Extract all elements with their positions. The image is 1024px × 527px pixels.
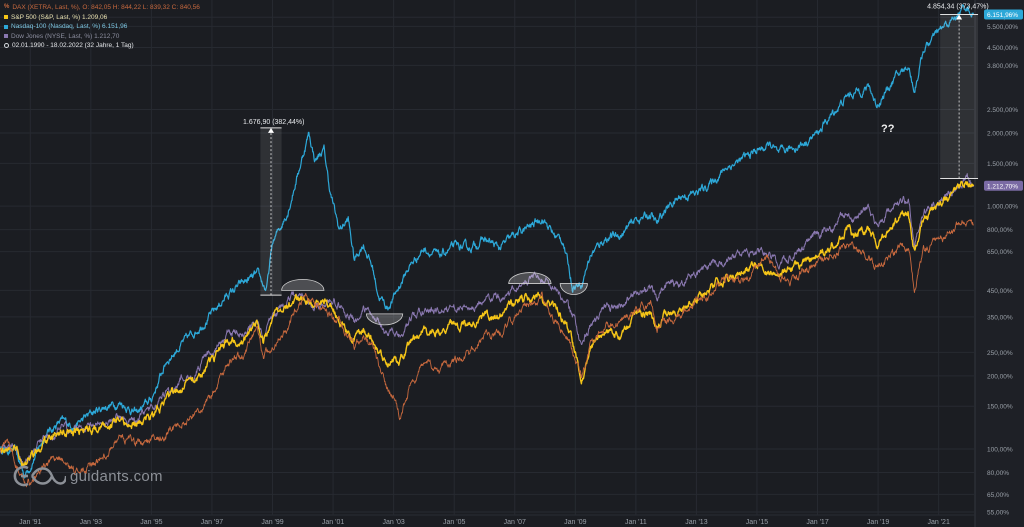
- y-tick-label: 1.000,00%: [987, 204, 1018, 211]
- x-tick-label: Jan '01: [322, 519, 344, 526]
- y-tick-label: 350,00%: [987, 314, 1013, 321]
- x-tick-label: Jan '97: [201, 519, 223, 526]
- measure-box: [260, 127, 282, 296]
- sp500-swatch-icon: [4, 15, 8, 20]
- dome-arc: [508, 272, 552, 284]
- x-tick-label: Jan '19: [867, 519, 889, 526]
- series-layer: [0, 4, 975, 488]
- last-value-label: 6.151,96%: [987, 12, 1018, 19]
- clock-icon: [4, 43, 9, 49]
- guidants-logo-icon: [13, 465, 66, 487]
- legend-row-nasdaq[interactable]: Nasdaq-100 (Nasdaq, Last, %) 6.151,96: [4, 22, 200, 32]
- y-tick-label: 3.800,00%: [987, 63, 1018, 70]
- legend-date-range: 02.01.1990 - 18.02.2022 (32 Jahre, 1 Tag…: [12, 42, 134, 49]
- y-tick-label: 80,00%: [987, 470, 1009, 477]
- y-tick-label: 150,00%: [987, 404, 1013, 411]
- dow-swatch-icon: [4, 34, 8, 39]
- legend-nasdaq: Nasdaq-100 (Nasdaq, Last, %) 6.151,96: [11, 23, 128, 30]
- legend: % DAX (XETRA, Last, %), O: 842,05 H: 844…: [4, 3, 200, 51]
- y-tick-label: 2.000,00%: [987, 131, 1018, 138]
- y-tick-label: 5.500,00%: [987, 24, 1018, 31]
- bowl-arc: [559, 283, 588, 295]
- x-tick-label: Jan '05: [443, 519, 465, 526]
- y-axis-panel: [975, 0, 1024, 527]
- legend-row-dax[interactable]: % DAX (XETRA, Last, %), O: 842,05 H: 844…: [4, 3, 200, 13]
- axis-layer: 6.000,00%5.500,00%4.500,00%3.800,00%2.50…: [19, 9, 1023, 526]
- y-tick-label: 100,00%: [987, 446, 1013, 453]
- x-tick-label: Jan '93: [80, 519, 102, 526]
- x-tick-label: Jan '13: [685, 519, 707, 526]
- series-line-s-p-500: [0, 180, 975, 468]
- last-value-tag: [984, 180, 1023, 191]
- series-line-dow-jones: [0, 173, 974, 468]
- legend-sp500: S&P 500 (S&P, Last, %) 1.209,06: [11, 13, 108, 21]
- legend-dax: DAX (XETRA, Last, %), O: 842,05 H: 844,2…: [12, 4, 200, 11]
- nasdaq-swatch-icon: [4, 24, 8, 29]
- watermark: guidants.com: [8, 463, 163, 489]
- x-tick-label: Jan '03: [382, 519, 404, 526]
- legend-dow: Dow Jones (NYSE, Last, %) 1.212,70: [11, 32, 120, 40]
- watermark-text: guidants.com: [70, 467, 163, 485]
- x-tick-label: Jan '95: [140, 519, 162, 526]
- measure-arrow-icon: [956, 14, 963, 20]
- last-value-tag: [984, 9, 1023, 20]
- y-tick-label: 65,00%: [987, 492, 1009, 499]
- y-tick-label: 2.500,00%: [987, 107, 1018, 114]
- legend-row-sp500[interactable]: S&P 500 (S&P, Last, %) 1.209,06: [4, 13, 200, 23]
- x-tick-label: Jan '21: [927, 519, 949, 526]
- bowl-arc: [365, 313, 404, 326]
- legend-row-range[interactable]: 02.01.1990 - 18.02.2022 (32 Jahre, 1 Tag…: [4, 41, 200, 51]
- last-value-label: 1.212,70%: [987, 183, 1018, 190]
- x-tick-label: Jan '99: [261, 519, 283, 526]
- y-tick-label: 55,00%: [987, 510, 1009, 517]
- y-tick-label: 4.500,00%: [987, 45, 1018, 52]
- measure-label: 1.676,90 (382,44%): [243, 119, 305, 126]
- x-tick-label: Jan '11: [625, 519, 647, 526]
- x-tick-label: Jan '15: [746, 519, 768, 526]
- y-tick-label: 1.500,00%: [987, 161, 1018, 168]
- measure-arrow-icon: [268, 127, 275, 133]
- measure-label: 4.854,34 (373,47%): [927, 4, 989, 11]
- series-line-dax: [0, 219, 974, 488]
- annotation-layer: 1.676,90 (382,44%) 4.854,34 (373,47%)??: [243, 4, 989, 326]
- question-marks: ??: [881, 123, 895, 135]
- dax-symbol-icon: %: [4, 4, 10, 10]
- legend-row-dow[interactable]: Dow Jones (NYSE, Last, %) 1.212,70: [4, 32, 200, 42]
- x-tick-label: Jan '91: [19, 519, 41, 526]
- x-tick-label: Jan '17: [806, 519, 828, 526]
- y-tick-label: 250,00%: [987, 350, 1013, 357]
- x-tick-label: Jan '07: [504, 519, 526, 526]
- y-tick-label: 800,00%: [987, 227, 1013, 234]
- dome-arc: [281, 278, 325, 291]
- y-tick-label: 200,00%: [987, 373, 1013, 380]
- series-line-nasdaq-100: [0, 4, 975, 479]
- y-tick-label: 650,00%: [987, 249, 1013, 256]
- y-tick-label: 450,00%: [987, 288, 1013, 295]
- x-tick-label: Jan '09: [564, 519, 586, 526]
